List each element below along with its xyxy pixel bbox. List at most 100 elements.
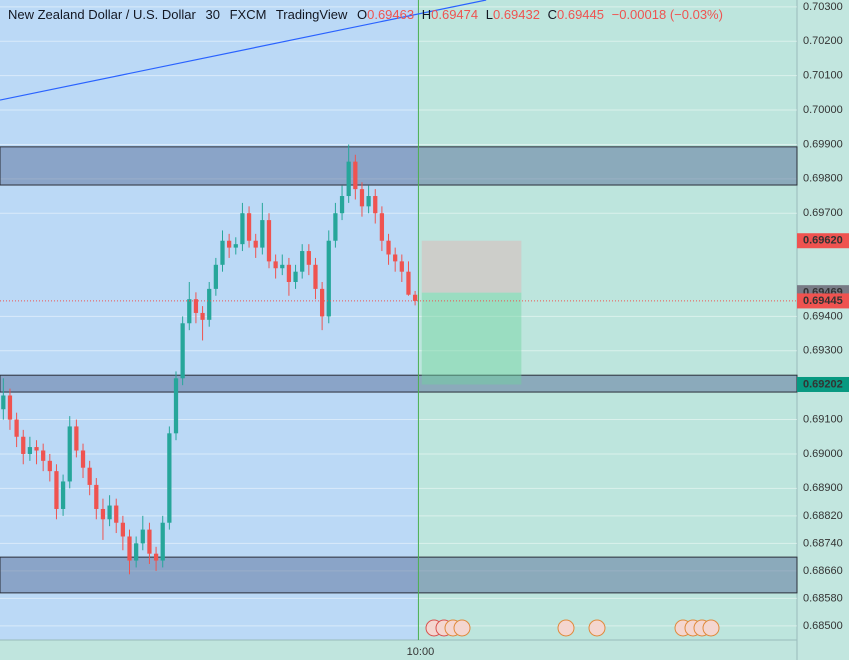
candle-body (87, 467, 92, 485)
event-icon[interactable] (588, 619, 606, 637)
candle-body (260, 220, 265, 248)
candle-body (1, 395, 6, 410)
candle-body (173, 378, 179, 434)
candle-body (373, 196, 378, 214)
candle-body (280, 264, 285, 269)
ohlc-key: L (485, 7, 493, 22)
ohlc-value: 0.69474 (431, 7, 479, 22)
candle-body (366, 196, 371, 207)
event-icon[interactable] (557, 619, 575, 637)
candle-body (246, 213, 252, 241)
event-icon[interactable] (702, 619, 720, 637)
y-tick-label: 0.68580 (803, 592, 843, 604)
candle-body (393, 254, 398, 262)
candle-body (319, 288, 325, 317)
candle-body (220, 240, 225, 265)
chart-header: New Zealand Dollar / U.S. Dollar 30 FXCM… (8, 7, 727, 22)
ohlc-value: 0.69432 (492, 7, 540, 22)
y-tick-label: 0.70100 (803, 70, 843, 82)
target-marker-box (797, 376, 849, 392)
candle-body (153, 553, 159, 561)
candle-body (339, 196, 345, 214)
candle-body (233, 244, 238, 248)
y-tick-label: 0.69900 (803, 138, 843, 150)
stop-zone (421, 240, 522, 293)
ohlc-value: 0.69463 (367, 7, 415, 22)
candle-body (34, 447, 39, 451)
y-tick-label: 0.68500 (803, 620, 843, 632)
candle-body (399, 261, 404, 272)
candle-body (114, 505, 119, 523)
candle-body (386, 240, 391, 255)
interval: 30 (205, 7, 220, 22)
y-tick-label: 0.69300 (803, 345, 843, 357)
event-icon[interactable] (453, 619, 471, 637)
candle-body (100, 508, 106, 520)
candle-body (207, 288, 212, 320)
candle-body (14, 419, 19, 437)
target-marker-label: 0.69202 (803, 378, 843, 390)
last-price-marker-label: 0.69445 (803, 295, 843, 307)
candle-body (80, 450, 86, 468)
candle-body (60, 481, 66, 509)
stop-marker-label: 0.69620 (803, 235, 843, 247)
candle-body (47, 460, 52, 472)
ohlc-key: O (356, 7, 368, 22)
ohlc-key: C (547, 7, 557, 22)
y-tick-label: 0.69400 (803, 310, 843, 322)
zone (0, 146, 798, 186)
candle-body (412, 294, 418, 301)
y-tick-label: 0.68660 (803, 565, 843, 577)
y-tick-label: 0.70000 (803, 104, 843, 116)
y-tick-label: 0.68900 (803, 482, 843, 494)
change: −0.00018 (−0.03%) (611, 7, 723, 22)
candle-body (313, 264, 318, 289)
ohlc-key: H (421, 7, 432, 22)
candle-body (326, 240, 331, 317)
stop-marker-box (797, 233, 849, 249)
target-zone (421, 292, 522, 385)
candle-body (379, 213, 385, 241)
y-tick-label: 0.69000 (803, 448, 843, 460)
candle-body (27, 447, 33, 454)
y-tick-label: 0.69100 (803, 413, 843, 425)
candle-body (353, 161, 358, 190)
candle-body (300, 251, 305, 272)
candle-body (7, 395, 13, 420)
candle-body (286, 264, 292, 282)
ohlc-value: 0.69445 (557, 7, 604, 22)
candle-body (41, 450, 46, 461)
candle-body (120, 522, 125, 537)
candle-body (21, 436, 26, 454)
future-background (419, 0, 797, 640)
candle-body (147, 529, 152, 554)
platform: TradingView (275, 7, 348, 22)
candle-body (273, 261, 278, 269)
candle-body (187, 299, 192, 324)
y-tick-label: 0.70300 (803, 1, 843, 13)
y-tick-label: 0.68740 (803, 537, 843, 549)
last-price-marker-box (797, 293, 849, 309)
candle-body (74, 426, 79, 451)
y-tick-label: 0.69700 (803, 207, 843, 219)
price-axis (797, 0, 849, 660)
symbol-title: New Zealand Dollar / U.S. Dollar (8, 7, 196, 22)
candle-body (266, 220, 272, 262)
source: FXCM (229, 7, 267, 22)
candle-body (167, 433, 172, 523)
x-tick-label: 10:00 (407, 646, 435, 658)
candle-body (306, 251, 311, 265)
candle-body (67, 426, 72, 482)
zone (0, 556, 798, 594)
candle-body (200, 312, 205, 320)
candle-body (406, 271, 411, 295)
candle-body (140, 529, 145, 544)
event-icons (425, 619, 720, 637)
y-tick-label: 0.68820 (803, 510, 843, 522)
candle-body (293, 271, 298, 282)
candle-body (180, 323, 185, 379)
candle-body (227, 240, 232, 248)
candle-body (193, 299, 199, 313)
